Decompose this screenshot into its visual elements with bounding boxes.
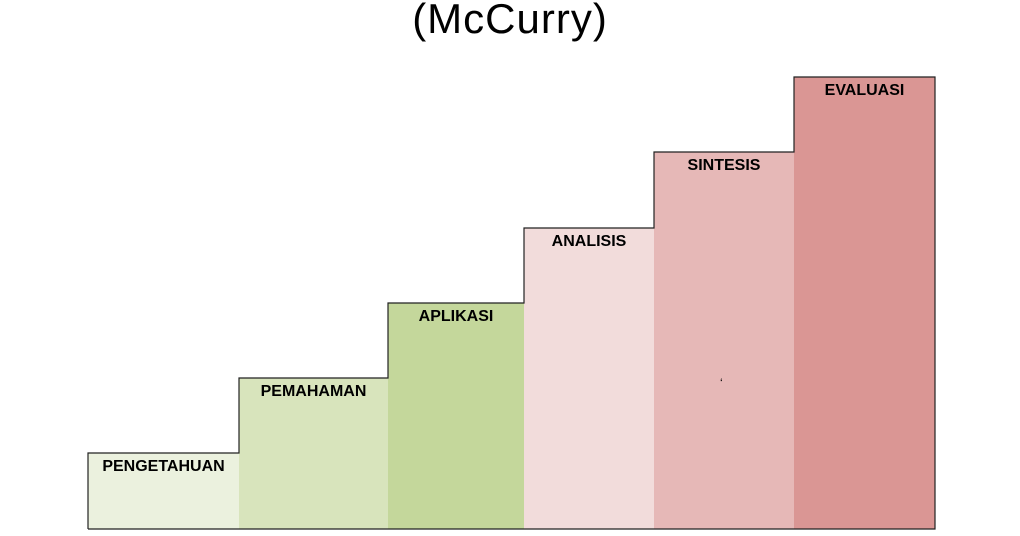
- diagram-title: (McCurry): [412, 0, 608, 42]
- step-pengetahuan: PENGETAHUAN: [88, 453, 239, 529]
- step-label-sintesis: SINTESIS: [687, 157, 761, 174]
- step-pemahaman: PEMAHAMAN: [239, 378, 388, 529]
- stray-mark: ‘: [720, 376, 723, 390]
- step-label-pengetahuan: PENGETAHUAN: [102, 458, 225, 475]
- step-label-analisis: ANALISIS: [551, 233, 627, 250]
- step-evaluasi: EVALUASI: [794, 77, 935, 529]
- step-label-pemahaman: PEMAHAMAN: [260, 383, 367, 400]
- step-aplikasi: APLIKASI: [388, 303, 524, 529]
- step-label-aplikasi: APLIKASI: [418, 308, 494, 325]
- step-analisis: ANALISIS: [524, 228, 654, 529]
- step-label-evaluasi: EVALUASI: [824, 82, 905, 99]
- step-sintesis: SINTESIS: [654, 152, 794, 529]
